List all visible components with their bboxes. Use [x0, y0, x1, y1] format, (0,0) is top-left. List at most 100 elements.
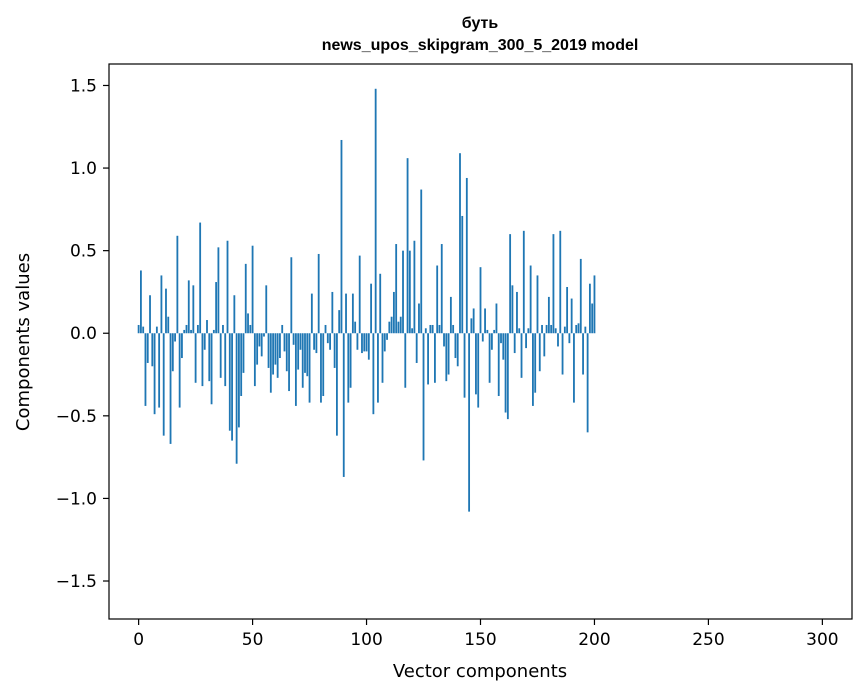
bar-122 [415, 333, 418, 363]
bar-46 [242, 333, 245, 373]
chart-title: буть [462, 15, 499, 32]
x-tick-label-4: 200 [578, 630, 610, 650]
bar-112 [392, 291, 395, 334]
y-tick-label-1: −1.0 [56, 489, 97, 509]
bar-82 [324, 324, 327, 334]
bar-27 [199, 222, 202, 334]
bar-72 [301, 333, 304, 388]
bar-39 [226, 240, 229, 334]
bar-162 [506, 333, 509, 420]
bar-79 [317, 253, 320, 334]
bar-106 [379, 273, 382, 334]
bar-163 [509, 234, 512, 334]
bar-118 [406, 158, 409, 334]
bar-159 [500, 333, 502, 344]
bar-125 [422, 333, 425, 461]
bar-144 [465, 177, 468, 334]
bar-180 [547, 296, 550, 334]
bar-160 [502, 333, 505, 360]
bar-93 [349, 333, 352, 388]
bar-167 [518, 328, 521, 334]
bar-156 [493, 329, 496, 334]
bar-195 [582, 333, 584, 375]
bar-23 [190, 329, 192, 334]
bar-175 [536, 275, 539, 334]
bar-108 [383, 333, 386, 352]
bar-64 [283, 333, 286, 352]
bar-75 [308, 333, 311, 403]
bar-169 [522, 230, 525, 334]
bar-62 [279, 333, 281, 359]
bar-68 [292, 333, 295, 345]
bar-141 [459, 153, 461, 334]
bar-113 [395, 244, 398, 334]
bar-105 [377, 333, 379, 403]
bar-2 [142, 326, 145, 334]
bar-173 [532, 333, 534, 406]
bar-44 [238, 333, 240, 428]
bar-155 [490, 333, 493, 350]
bar-31 [208, 333, 211, 382]
bar-176 [538, 333, 541, 372]
bar-50 [251, 245, 254, 334]
bar-188 [566, 286, 569, 334]
bar-61 [276, 333, 279, 378]
bar-35 [217, 247, 220, 334]
bar-97 [358, 255, 361, 334]
bar-192 [575, 324, 578, 334]
bar-73 [304, 333, 306, 373]
bar-103 [372, 333, 375, 415]
bar-158 [497, 333, 500, 397]
bar-197 [586, 333, 589, 433]
bar-124 [420, 189, 423, 334]
bar-19 [181, 333, 183, 359]
bar-89 [340, 139, 343, 334]
bar-177 [541, 324, 543, 334]
x-axis-label: Vector components [393, 661, 567, 682]
bar-22 [187, 280, 190, 334]
bar-45 [240, 333, 243, 397]
bar-78 [315, 333, 318, 354]
bar-43 [235, 333, 238, 464]
bar-181 [550, 324, 553, 334]
x-tick-label-1: 50 [242, 630, 264, 650]
bar-40 [228, 333, 231, 431]
y-axis-label: Components values [13, 253, 34, 431]
bar-186 [561, 333, 564, 375]
bar-151 [481, 333, 484, 342]
bar-67 [290, 257, 293, 334]
x-tick-label-2: 100 [350, 630, 382, 650]
bar-149 [477, 333, 480, 408]
bar-36 [219, 333, 222, 378]
bar-1 [140, 270, 142, 334]
bar-30 [206, 320, 208, 334]
bar-107 [381, 333, 384, 383]
bar-90 [342, 333, 345, 477]
bar-147 [472, 308, 475, 334]
bar-110 [388, 321, 391, 334]
bars-group [137, 88, 596, 512]
bar-83 [326, 333, 329, 344]
bar-153 [486, 329, 489, 334]
bar-114 [397, 321, 400, 334]
bar-71 [299, 333, 302, 350]
bar-25 [194, 333, 197, 383]
bar-94 [351, 293, 354, 334]
bar-157 [495, 303, 498, 334]
bar-13 [167, 316, 170, 334]
bar-130 [434, 333, 436, 383]
bar-135 [445, 333, 448, 382]
bar-47 [244, 263, 247, 334]
bar-98 [361, 333, 363, 354]
bar-33 [212, 329, 215, 334]
bar-3 [144, 333, 147, 406]
bar-48 [247, 313, 249, 334]
bar-121 [413, 240, 416, 334]
x-tick-label-5: 250 [692, 630, 724, 650]
bar-42 [233, 295, 236, 334]
bar-60 [274, 333, 277, 365]
bar-56 [265, 285, 268, 334]
bar-53 [258, 333, 261, 347]
bar-120 [411, 328, 414, 334]
bar-65 [285, 333, 288, 372]
